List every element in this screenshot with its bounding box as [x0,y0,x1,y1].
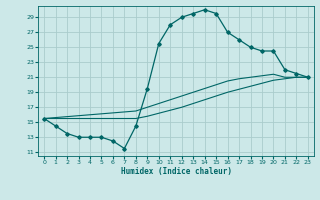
X-axis label: Humidex (Indice chaleur): Humidex (Indice chaleur) [121,167,231,176]
